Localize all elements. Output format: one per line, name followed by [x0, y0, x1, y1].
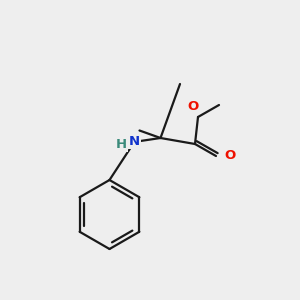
Text: N: N: [129, 135, 140, 148]
Text: O: O: [224, 148, 236, 162]
Text: H: H: [116, 138, 127, 151]
Text: O: O: [188, 100, 199, 113]
